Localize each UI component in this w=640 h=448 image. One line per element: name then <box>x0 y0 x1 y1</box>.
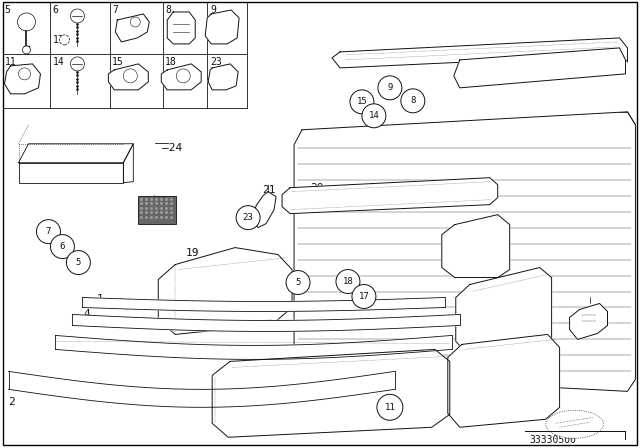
Circle shape <box>124 69 138 83</box>
Polygon shape <box>115 14 149 42</box>
Circle shape <box>60 35 69 45</box>
Text: 23: 23 <box>243 213 253 222</box>
Circle shape <box>336 270 360 293</box>
Text: 16: 16 <box>455 242 468 253</box>
Text: 18: 18 <box>342 277 353 286</box>
Circle shape <box>131 17 140 27</box>
Text: 13: 13 <box>455 230 468 240</box>
Circle shape <box>51 235 74 258</box>
Polygon shape <box>456 267 552 354</box>
Polygon shape <box>161 64 201 90</box>
Text: 4: 4 <box>83 310 90 319</box>
Circle shape <box>70 9 84 23</box>
Text: 33330500: 33330500 <box>530 435 577 445</box>
Text: 5: 5 <box>4 5 10 15</box>
Circle shape <box>22 46 31 54</box>
Text: 7: 7 <box>46 227 51 236</box>
Polygon shape <box>332 38 627 68</box>
Polygon shape <box>212 349 450 437</box>
Text: 23: 23 <box>210 57 222 67</box>
Polygon shape <box>282 178 498 214</box>
Text: 6: 6 <box>52 5 58 15</box>
Text: 11: 11 <box>385 403 396 412</box>
Polygon shape <box>108 64 148 90</box>
Polygon shape <box>570 303 607 340</box>
Polygon shape <box>19 163 124 183</box>
Text: 5: 5 <box>76 258 81 267</box>
Circle shape <box>350 90 374 114</box>
Text: 2: 2 <box>8 397 15 407</box>
Circle shape <box>378 76 402 100</box>
Circle shape <box>236 206 260 230</box>
Polygon shape <box>208 64 238 90</box>
Text: 10: 10 <box>490 375 503 384</box>
Polygon shape <box>8 371 395 407</box>
Text: —24: —24 <box>163 143 182 153</box>
Text: 9: 9 <box>387 83 392 92</box>
Circle shape <box>17 13 35 31</box>
Circle shape <box>67 250 90 275</box>
Text: 14: 14 <box>369 111 380 121</box>
Polygon shape <box>19 144 133 163</box>
Circle shape <box>401 89 425 113</box>
Bar <box>138 196 176 224</box>
Text: 15: 15 <box>113 57 124 67</box>
Polygon shape <box>124 144 133 183</box>
Polygon shape <box>4 64 40 94</box>
Polygon shape <box>442 215 509 277</box>
Text: 1: 1 <box>97 294 103 305</box>
Polygon shape <box>167 12 195 44</box>
Circle shape <box>19 68 31 80</box>
Text: 20: 20 <box>310 183 323 193</box>
Text: 18: 18 <box>165 57 177 67</box>
Text: 8: 8 <box>165 5 171 15</box>
Text: 22: 22 <box>154 196 168 206</box>
Text: 17: 17 <box>52 35 64 45</box>
Text: 3: 3 <box>63 340 69 349</box>
Circle shape <box>352 284 376 309</box>
Polygon shape <box>454 48 625 88</box>
Text: -2: -2 <box>588 319 599 329</box>
Text: 7: 7 <box>113 5 118 15</box>
Polygon shape <box>72 314 460 332</box>
Polygon shape <box>83 297 445 311</box>
Polygon shape <box>158 248 292 334</box>
Text: 9: 9 <box>210 5 216 15</box>
Text: 17: 17 <box>358 292 369 301</box>
Polygon shape <box>56 336 452 359</box>
Text: 8: 8 <box>410 96 415 105</box>
Circle shape <box>286 271 310 294</box>
Circle shape <box>362 104 386 128</box>
Text: 5: 5 <box>295 278 301 287</box>
Circle shape <box>176 69 190 83</box>
Text: 11: 11 <box>4 57 16 67</box>
Polygon shape <box>205 10 239 44</box>
Polygon shape <box>448 334 559 427</box>
Polygon shape <box>252 192 276 228</box>
Text: 6: 6 <box>60 242 65 251</box>
Circle shape <box>36 220 60 244</box>
Circle shape <box>377 394 403 420</box>
Polygon shape <box>294 112 636 392</box>
Text: 14: 14 <box>52 57 64 67</box>
Ellipse shape <box>546 410 604 438</box>
Text: 19: 19 <box>185 248 199 258</box>
Circle shape <box>70 57 84 71</box>
Text: 15: 15 <box>356 97 367 106</box>
Text: 1: 1 <box>589 307 595 318</box>
Text: 21: 21 <box>262 185 276 195</box>
